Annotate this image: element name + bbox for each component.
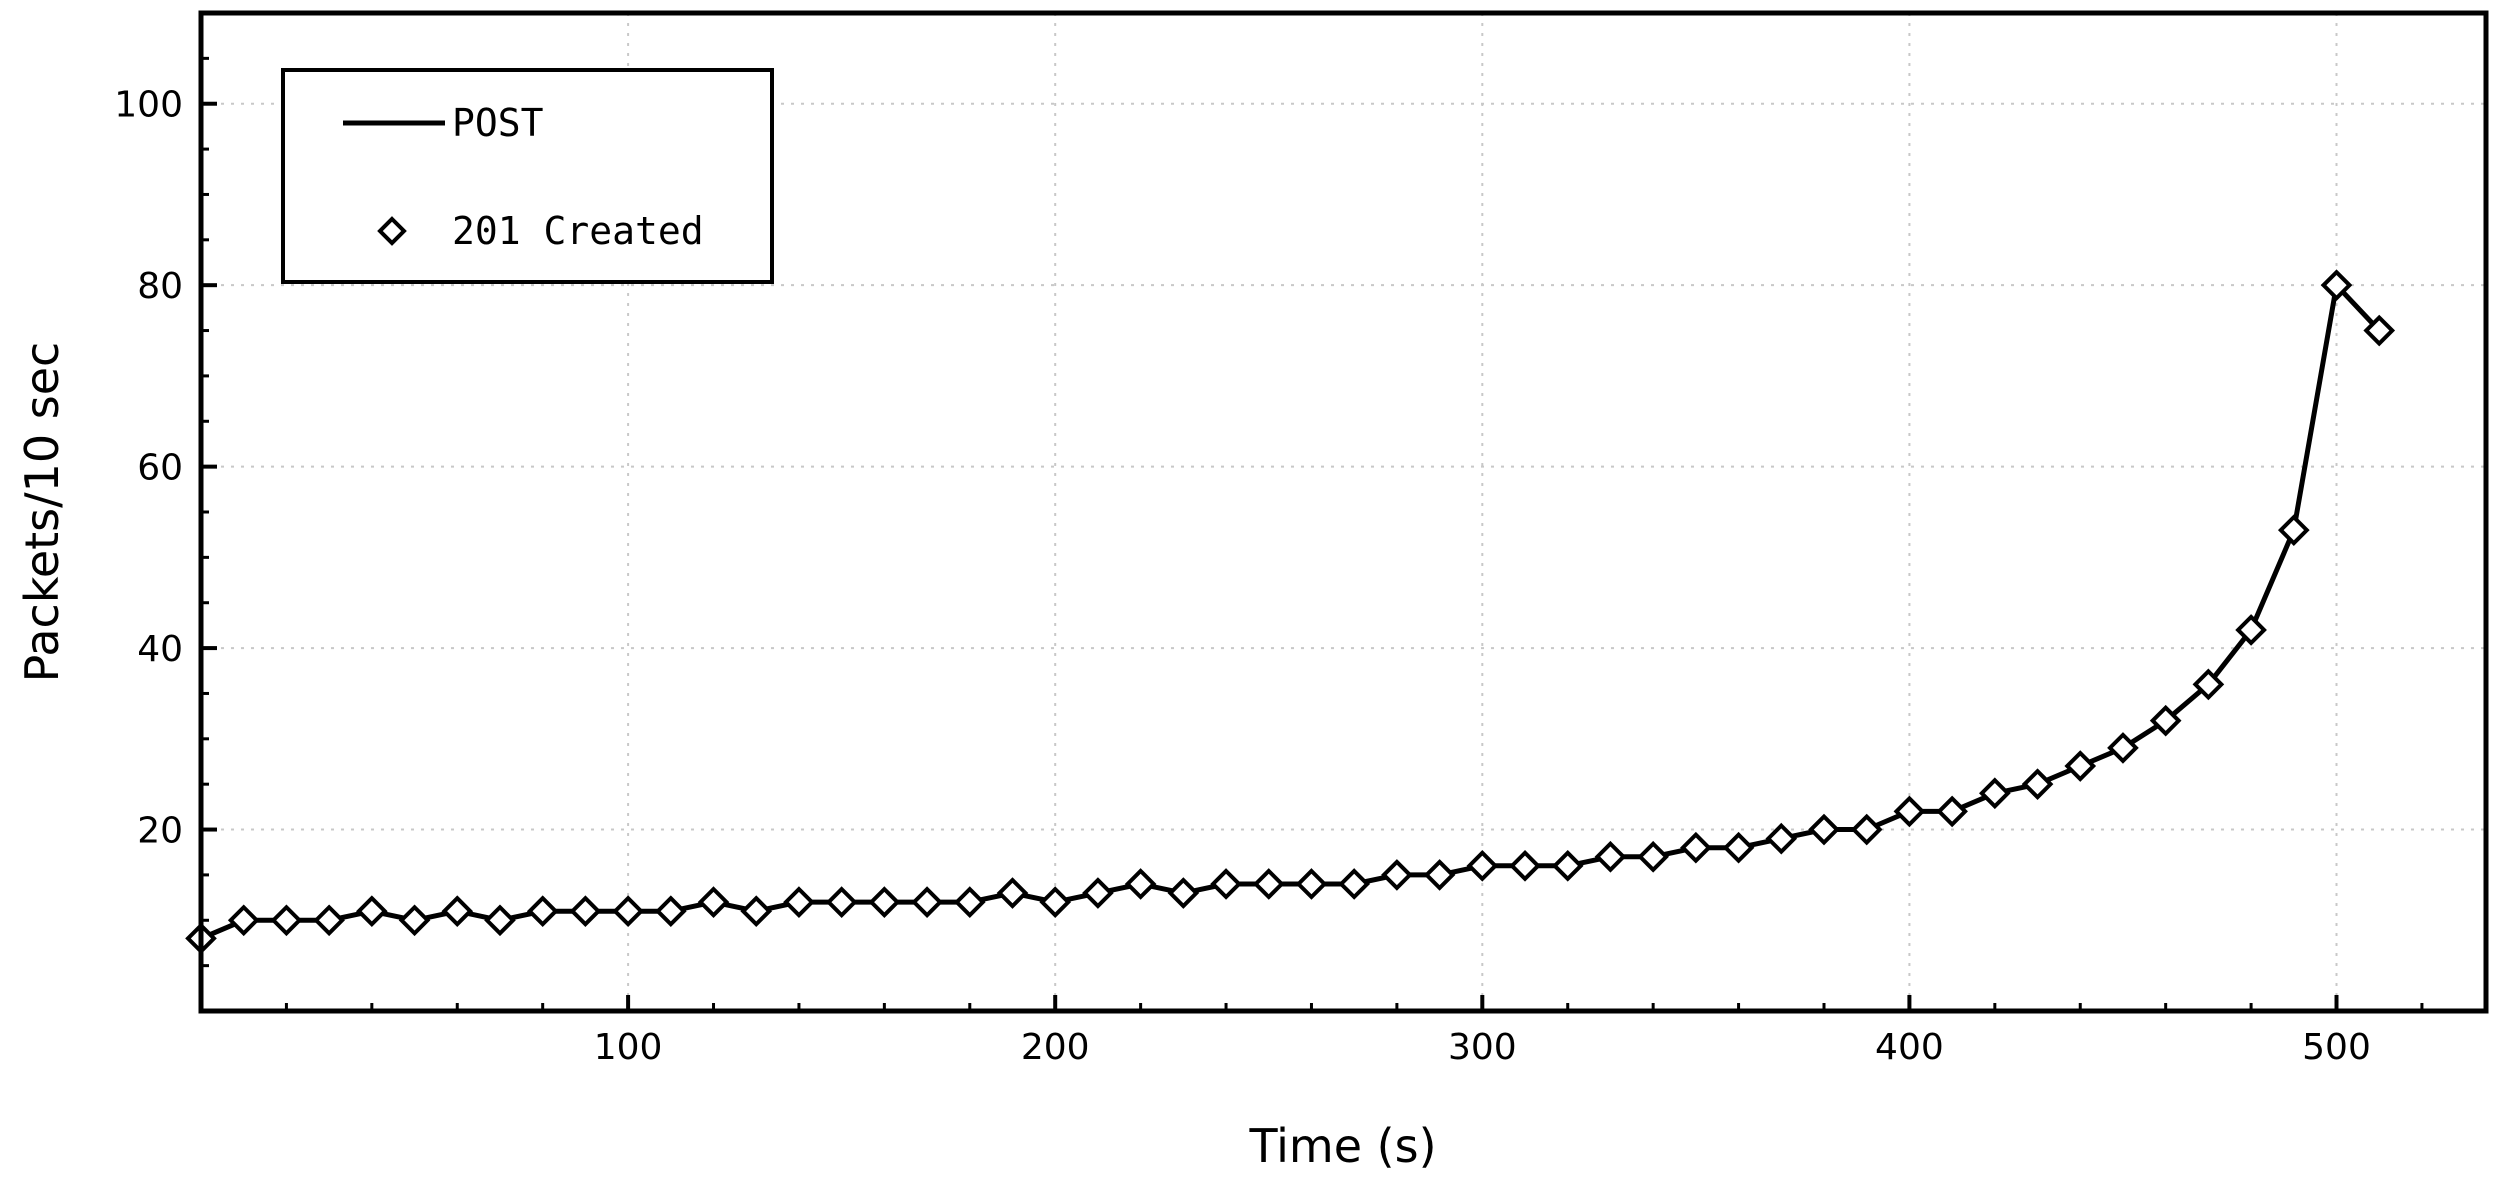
data-point-201-created	[1381, 859, 1413, 891]
data-point-201-created	[526, 895, 559, 928]
data-point-201-created	[441, 895, 474, 928]
data-point-201-created	[313, 904, 345, 937]
data-point-201-created	[1936, 795, 1968, 828]
x-tick-label: 300	[1448, 1027, 1517, 1068]
data-point-201-created	[996, 877, 1029, 909]
data-point-201-created	[1167, 877, 1200, 909]
y-tick-label: 20	[137, 811, 183, 852]
data-point-201-created	[911, 886, 943, 918]
data-point-201-created	[740, 895, 773, 928]
data-point-201-created	[1124, 868, 1157, 900]
data-point-201-created	[1722, 831, 1755, 864]
legend-box	[281, 68, 774, 284]
data-point-201-created	[697, 886, 730, 918]
data-point-201-created	[1979, 777, 2011, 810]
data-point-201-created	[1423, 859, 1456, 891]
data-point-201-created	[1637, 840, 1669, 873]
data-point-201-created	[2149, 704, 2182, 737]
data-point-201-created	[654, 895, 687, 928]
data-point-201-created	[227, 904, 260, 937]
data-point-201-created	[1338, 868, 1371, 900]
data-point-201-created	[1850, 813, 1883, 846]
series-layer	[185, 269, 2396, 955]
data-point-201-created	[2064, 750, 2097, 782]
data-point-201-created	[1594, 840, 1627, 873]
data-point-201-created	[2320, 269, 2353, 302]
data-point-201-created	[1252, 868, 1285, 900]
y-tick-label: 100	[114, 85, 183, 126]
data-point-201-created	[1893, 795, 1926, 828]
data-point-201-created	[1082, 877, 1114, 909]
data-point-201-created	[1210, 868, 1242, 900]
data-point-201-created	[398, 904, 431, 937]
data-point-201-created	[1295, 868, 1328, 900]
data-point-201-created	[1808, 813, 1840, 846]
data-point-201-created	[1765, 822, 1798, 855]
data-point-201-created	[825, 886, 858, 918]
data-point-201-created	[2363, 314, 2396, 347]
x-axis-title: Time (s)	[1248, 1119, 1436, 1173]
data-point-201-created	[2107, 732, 2139, 764]
data-point-201-created	[783, 886, 815, 918]
data-point-201-created	[2192, 668, 2225, 701]
y-axis-title: Packets/10 sec	[15, 342, 69, 683]
data-point-201-created	[484, 904, 516, 937]
y-tick-label: 40	[137, 629, 183, 670]
data-point-201-created	[1680, 831, 1712, 864]
y-tick-label: 60	[137, 448, 183, 489]
data-point-201-created	[270, 904, 303, 937]
y-tick-label: 80	[137, 266, 183, 307]
legend-label-post: POST	[452, 101, 544, 145]
legend: POST 201 Created	[281, 68, 774, 284]
x-tick-label: 400	[1875, 1027, 1944, 1068]
data-point-201-created	[2277, 514, 2310, 546]
data-point-201-created	[356, 895, 388, 928]
data-point-201-created	[569, 895, 602, 928]
data-point-201-created	[1039, 886, 1072, 918]
data-point-201-created	[2021, 768, 2054, 801]
data-point-201-created	[1551, 850, 1584, 882]
data-point-201-created	[1466, 850, 1499, 882]
data-point-201-created	[2235, 614, 2267, 646]
data-point-201-created	[612, 895, 644, 928]
data-point-201-created	[868, 886, 901, 918]
plot-frame	[198, 10, 2489, 1014]
x-tick-label: 200	[1021, 1027, 1090, 1068]
x-tick-label: 100	[594, 1027, 663, 1068]
data-point-201-created	[1509, 850, 1541, 882]
x-tick-label: 500	[2302, 1027, 2371, 1068]
legend-label-201-created: 201 Created	[452, 209, 704, 253]
axis-ticks: 100 200 300 400 500 20 40 60 80 100	[114, 56, 2424, 1068]
data-point-201-created	[953, 886, 986, 918]
legend-diamond-swatch	[377, 216, 407, 246]
series-line-post	[200, 282, 2382, 941]
